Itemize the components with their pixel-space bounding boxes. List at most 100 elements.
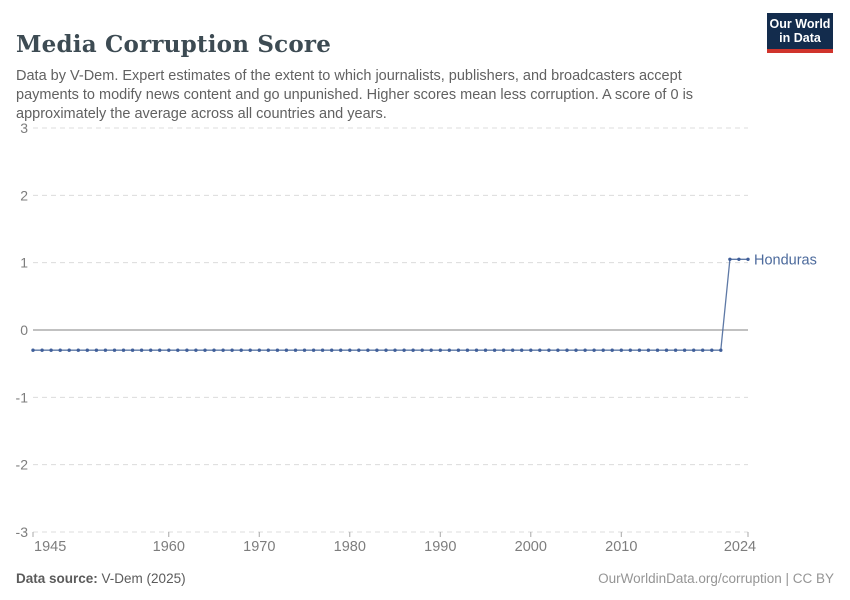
honduras-line-series[interactable] [33,258,748,351]
data-point-dot [384,348,388,352]
owid-logo[interactable]: Our World in Data [767,13,833,53]
data-point-dot [483,348,488,352]
data-point-dot [185,348,189,352]
data-point-dot [574,348,578,352]
data-point-dot [76,348,81,352]
data-point-dot [420,348,424,352]
data-point-dot [538,348,542,352]
data-point-dot [121,348,126,352]
x-tick-label: 1980 [334,539,366,555]
data-point-dot [94,348,99,352]
data-point-dot [320,348,325,352]
data-point-dot [728,257,732,261]
owid-url-link[interactable]: OurWorldinData.org/corruption | CC BY [598,571,834,586]
data-point-dot [447,348,451,352]
data-point-dot [492,348,497,352]
owid-logo-line2: in Data [779,31,821,45]
data-point-dot [393,348,397,352]
data-point-dot [167,348,171,352]
data-point-dot [710,348,714,352]
data-point-dot [49,348,53,352]
data-point-dot [465,348,470,352]
data-point-dot [221,348,225,352]
data-point-dot [474,348,479,352]
data-point-dot [456,348,461,352]
data-point-dot [601,348,605,352]
data-point-dot [330,348,334,352]
data-point-dot [130,348,135,352]
data-point-dot [366,348,370,352]
data-point-dot [176,348,180,352]
data-point-dot [40,348,44,352]
data-point-dot [58,348,62,352]
data-point-dot [628,348,632,352]
data-point-dot [284,348,289,352]
chart-footer: Data source: V-Dem (2025) OurWorldinData… [16,571,834,586]
y-tick-label: 1 [20,255,28,271]
data-point-dot [139,348,144,352]
data-point-dot [85,348,90,352]
data-point-dot [203,348,207,352]
data-point-dot [302,348,307,352]
data-point-dot [619,348,623,352]
series-entity-label[interactable]: Honduras [754,252,817,268]
data-point-dot [339,348,343,352]
y-tick-label: -1 [16,389,29,405]
x-tick-label: 1990 [424,539,456,555]
owid-logo-line1: Our World [769,16,831,31]
data-point-dot [194,348,198,352]
data-point-dot [311,348,316,352]
chart-subtitle: Data by V-Dem. Expert estimates of the e… [16,67,694,122]
data-point-dot [664,348,669,352]
y-tick-label: -2 [16,457,29,473]
data-point-dot [429,348,433,352]
chart-title: Media Corruption Score [16,31,332,59]
data-point-dot [158,348,162,352]
data-point-dot [637,348,642,352]
y-tick-label: 3 [20,120,28,136]
data-source-value: V-Dem (2025) [101,571,186,586]
data-point-dot [682,348,687,352]
data-point-dot [592,348,596,352]
y-tick-label: 0 [20,322,28,338]
x-tick-label: 1945 [34,539,66,555]
data-point-dot [556,348,560,352]
data-point-dot [266,348,270,352]
data-point-dot [248,348,252,352]
data-point-dot [212,348,216,352]
x-tick-label: 2000 [515,539,547,555]
data-point-dot [402,348,406,352]
x-tick-label: 1970 [243,539,275,555]
data-point-dot [103,348,108,352]
data-point-dot [547,348,551,352]
data-point-dot [746,257,750,261]
data-point-dot [348,348,352,352]
x-tick-label: 1960 [153,539,185,555]
data-point-dot [257,348,261,352]
y-tick-label: -3 [16,524,29,540]
data-point-dot [230,348,234,352]
data-point-dot [67,348,71,352]
data-point-dot [520,348,524,352]
data-point-dot [501,348,506,352]
data-point-dot [31,348,35,352]
x-tick-label: 2024 [724,539,756,555]
data-point-dot [673,348,678,352]
data-point-dot [737,257,741,261]
data-point-dot [565,348,569,352]
data-point-dot [411,348,415,352]
data-point-dot [646,348,651,352]
data-source-label: Data source: [16,571,98,586]
data-point-dot [610,348,614,352]
data-point-dot [239,348,243,352]
data-point-dot [701,348,705,352]
data-point-dot [529,348,533,352]
data-point-dot [112,348,117,352]
data-point-dot [583,348,587,352]
data-point-dot [275,348,280,352]
data-point-dot [719,348,723,352]
y-tick-label: 2 [20,187,28,203]
data-point-dot [692,348,696,352]
